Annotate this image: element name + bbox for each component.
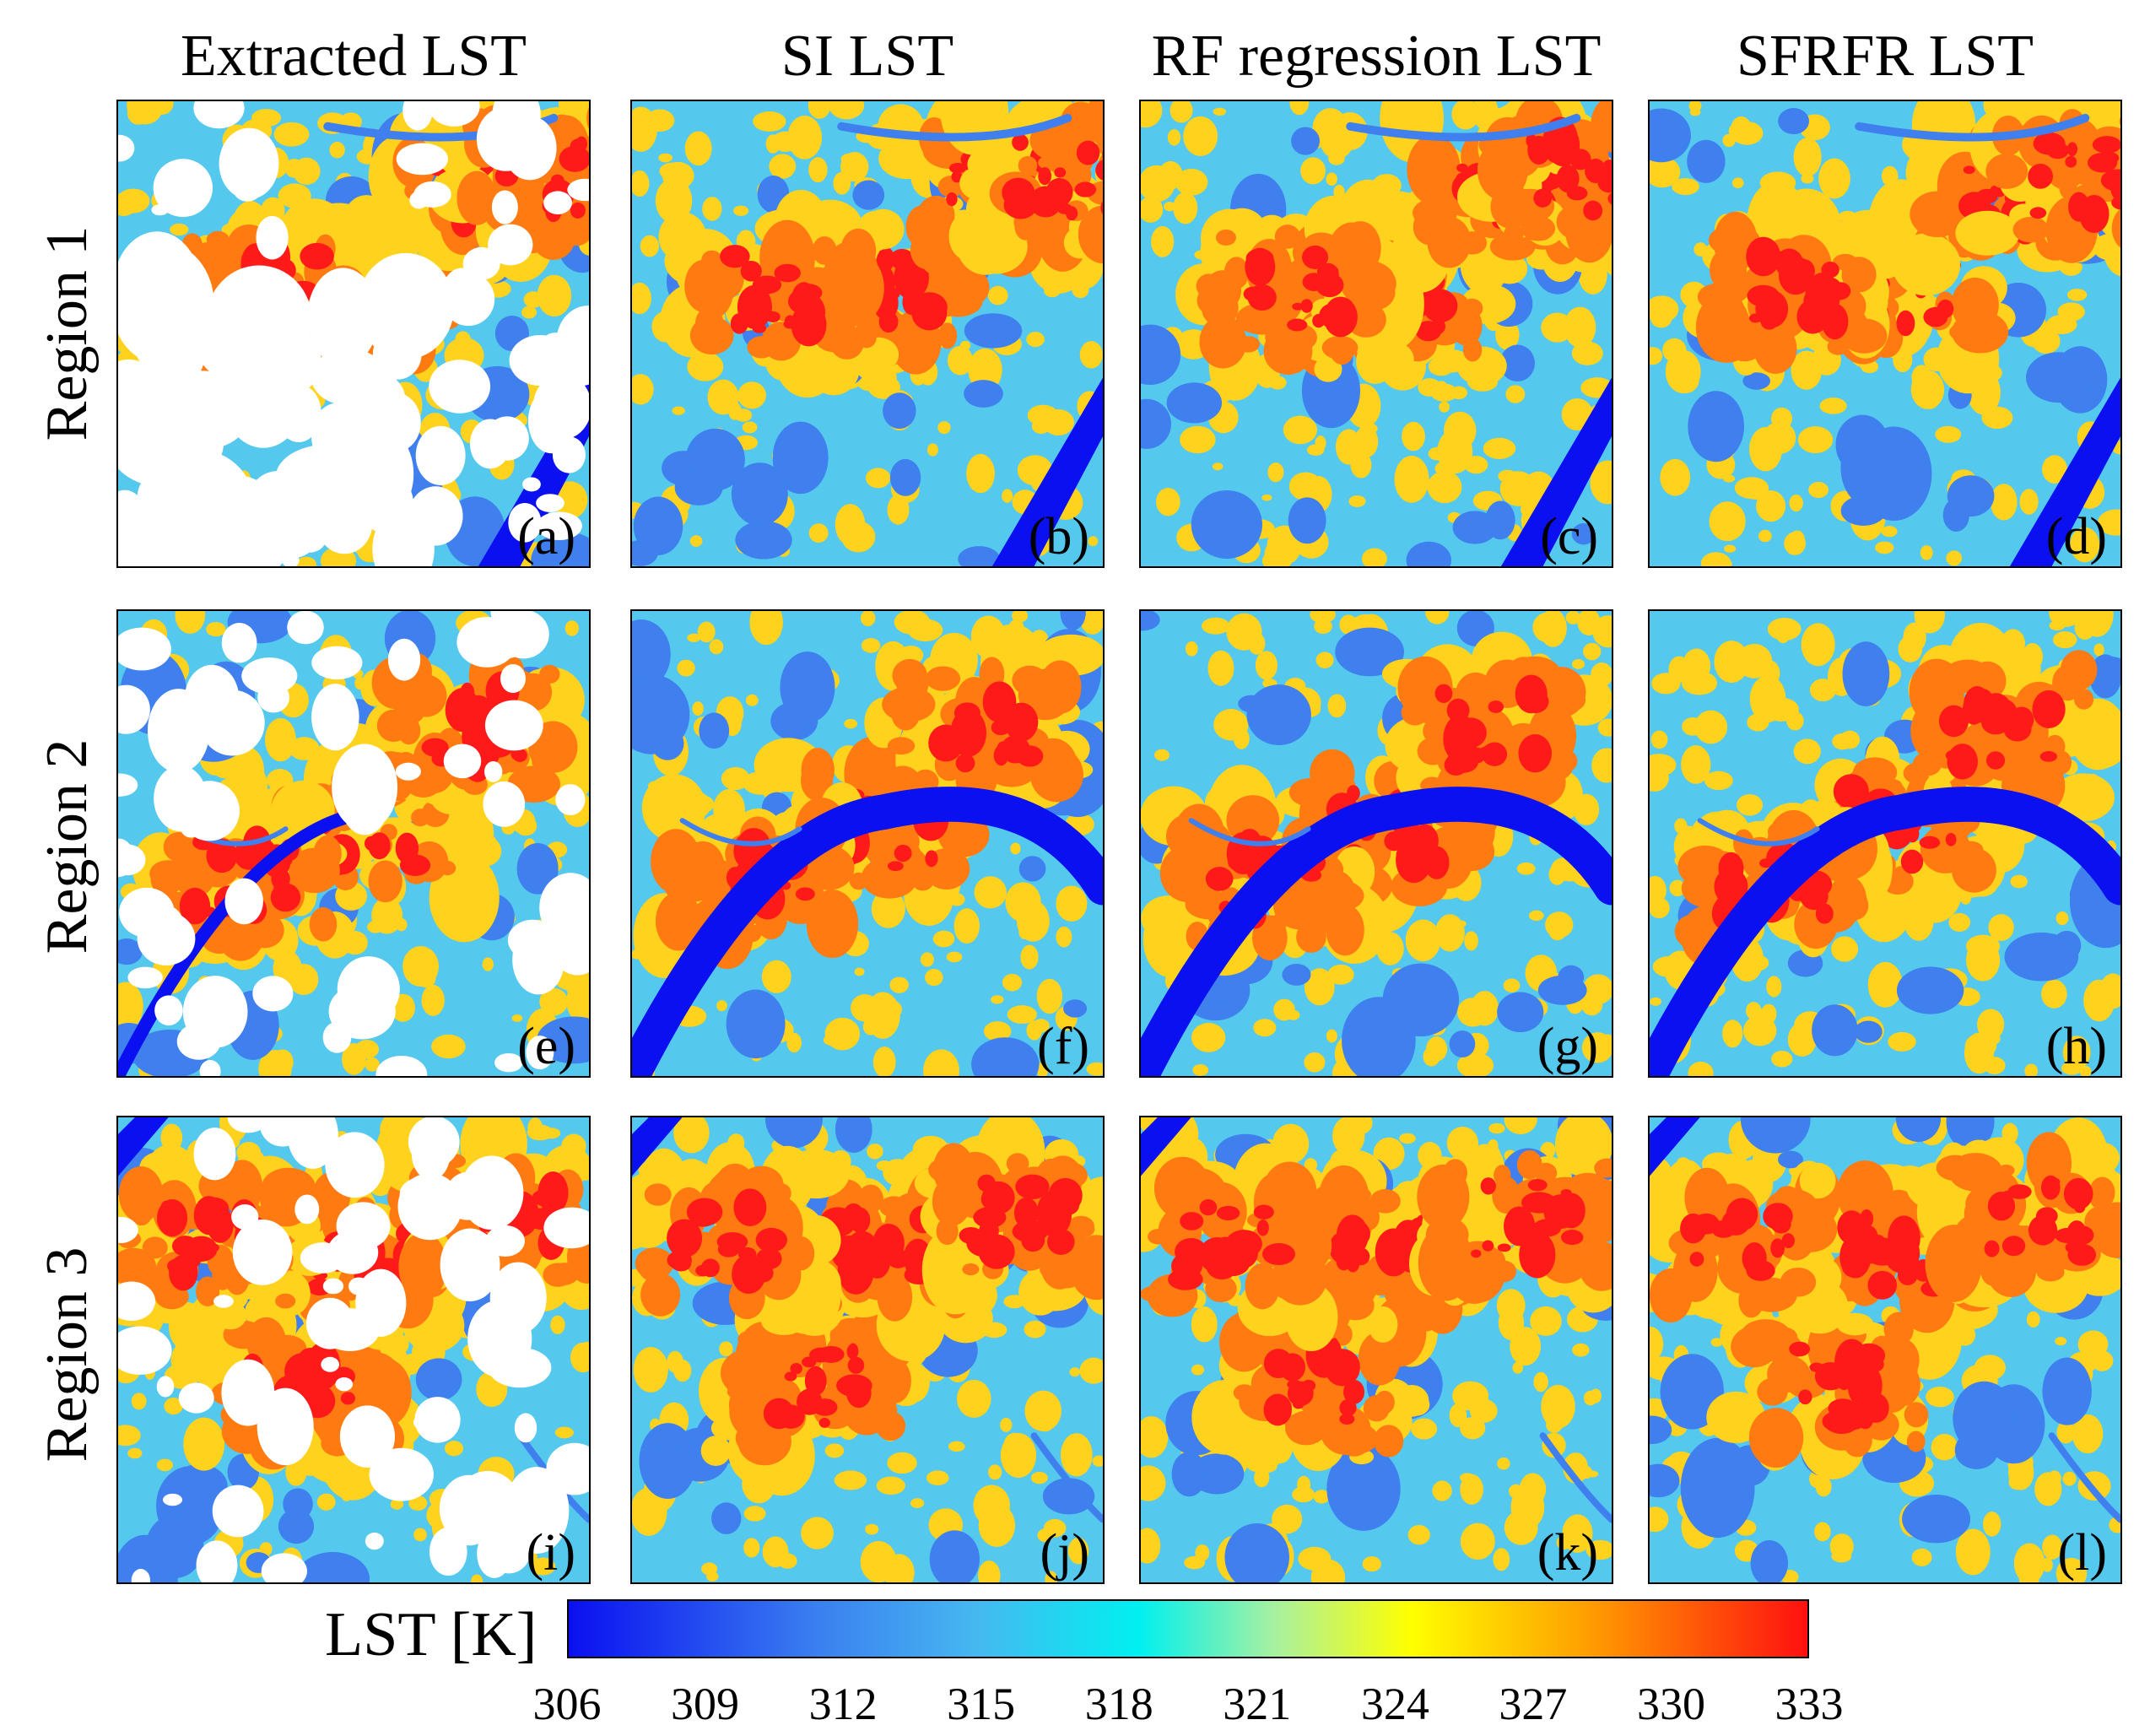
panel-label: (b) xyxy=(1028,508,1089,565)
lst-map-image xyxy=(118,1117,589,1582)
column-title-rf: RF regression LST xyxy=(1151,24,1602,89)
row-title-region-2: Region 2 xyxy=(35,738,100,955)
lst-map-panel: (d) xyxy=(1648,100,2122,568)
panel-label: (l) xyxy=(2057,1524,2107,1582)
lst-map-panel: (c) xyxy=(1139,100,1613,568)
colorbar-tick-label: 315 xyxy=(947,1679,1016,1729)
colorbar-tick-label: 309 xyxy=(671,1679,740,1729)
lst-map-panel: (h) xyxy=(1648,609,2122,1078)
colorbar-tick-label: 318 xyxy=(1084,1679,1153,1729)
lst-map-panel: (j) xyxy=(630,1116,1105,1584)
panel-label: (f) xyxy=(1037,1018,1089,1075)
lst-map-panel: (a) xyxy=(116,100,591,568)
panel-label: (d) xyxy=(2045,508,2107,565)
colorbar-tick-label: 333 xyxy=(1775,1679,1844,1729)
colorbar-title: LST [K] xyxy=(325,1600,538,1669)
lst-map-image xyxy=(1650,101,2120,566)
lst-map-image xyxy=(632,1117,1103,1582)
column-title-si: SI LST xyxy=(781,24,954,89)
lst-map-image xyxy=(118,611,589,1076)
colorbar-tick-label: 321 xyxy=(1223,1679,1292,1729)
lst-map-image xyxy=(1650,1117,2120,1582)
lst-map-panel: (b) xyxy=(630,100,1105,568)
lst-map-image xyxy=(1141,101,1612,566)
lst-map-panel: (e) xyxy=(116,609,591,1078)
colorbar-tick-label: 324 xyxy=(1360,1679,1429,1729)
lst-map-image xyxy=(118,101,589,566)
lst-map-image xyxy=(1650,611,2120,1076)
panel-label: (e) xyxy=(517,1018,575,1075)
lst-map-image xyxy=(1141,1117,1612,1582)
panel-label: (i) xyxy=(526,1524,575,1582)
column-title-sfrfr: SFRFR LST xyxy=(1736,24,2034,89)
colorbar-tick-label: 327 xyxy=(1499,1679,1568,1729)
lst-map-panel: (g) xyxy=(1139,609,1613,1078)
lst-map-panel: (k) xyxy=(1139,1116,1613,1584)
panel-label: (c) xyxy=(1540,508,1598,565)
lst-map-image xyxy=(1141,611,1612,1076)
lst-map-image xyxy=(632,611,1103,1076)
row-title-region-1: Region 1 xyxy=(35,225,100,441)
panel-label: (h) xyxy=(2045,1018,2107,1075)
lst-map-panel: (l) xyxy=(1648,1116,2122,1584)
row-title-region-3: Region 3 xyxy=(35,1247,100,1463)
panel-label: (j) xyxy=(1040,1524,1089,1582)
colorbar-tick-label: 306 xyxy=(532,1679,602,1729)
lst-map-panel: (i) xyxy=(116,1116,591,1584)
panel-label: (g) xyxy=(1537,1018,1598,1075)
lst-map-image xyxy=(632,101,1103,566)
panel-label: (a) xyxy=(517,508,575,565)
colorbar-tick-label: 312 xyxy=(808,1679,878,1729)
panel-label: (k) xyxy=(1537,1524,1598,1582)
lst-map-panel: (f) xyxy=(630,609,1105,1078)
colorbar xyxy=(567,1599,1809,1658)
column-title-extracted: Extracted LST xyxy=(180,24,527,89)
colorbar-tick-label: 330 xyxy=(1636,1679,1705,1729)
